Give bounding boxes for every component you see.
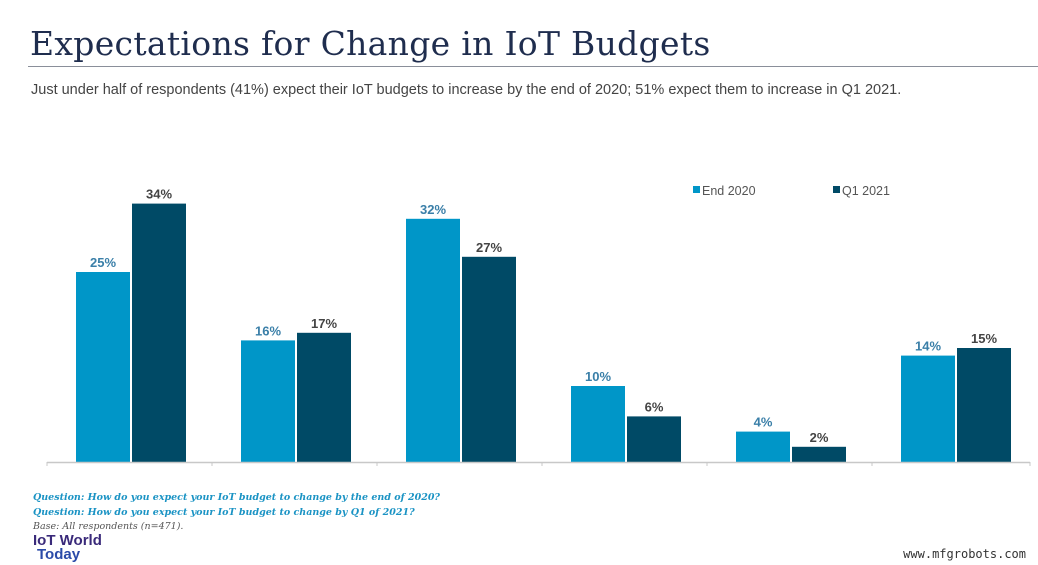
legend-swatch: [833, 186, 840, 193]
bar-end-2020: [76, 272, 130, 462]
data-label: 34%: [146, 187, 172, 202]
data-label: 15%: [971, 331, 997, 346]
page-title: Expectations for Change in IoT Budgets: [30, 24, 711, 63]
data-label: 32%: [420, 202, 446, 217]
question-1: Question: How do you expect your IoT bud…: [33, 492, 441, 503]
bar-end-2020: [901, 355, 955, 462]
data-label: 14%: [915, 339, 941, 354]
data-label: 17%: [311, 316, 337, 331]
bar-end-2020: [241, 340, 295, 462]
bar-q1-2021: [462, 256, 516, 462]
bar-end-2020: [406, 218, 460, 462]
iot-world-today-logo: IoT World Today: [33, 532, 102, 563]
base-note: Base: All respondents (n=471).: [33, 521, 184, 532]
legend-label: Q1 2021: [842, 184, 890, 198]
legend-swatch: [693, 186, 700, 193]
bar-q1-2021: [957, 348, 1011, 462]
legend-label: End 2020: [702, 184, 756, 198]
data-label: 16%: [255, 323, 281, 338]
bar-q1-2021: [627, 416, 681, 462]
bar-end-2020: [571, 386, 625, 462]
logo-line-1: IoT World: [33, 532, 102, 549]
bar-q1-2021: [792, 446, 846, 462]
question-2: Question: How do you expect your IoT bud…: [33, 507, 415, 518]
data-label: 6%: [645, 399, 664, 414]
watermark: www.mfgrobots.com: [903, 547, 1026, 561]
logo-line-2: Today: [37, 546, 81, 563]
data-label: 4%: [754, 415, 773, 430]
bar-end-2020: [736, 431, 790, 462]
data-label: 25%: [90, 255, 116, 270]
bar-q1-2021: [297, 332, 351, 462]
data-label: 10%: [585, 369, 611, 384]
title-divider: [28, 66, 1038, 67]
data-label: 2%: [810, 430, 829, 445]
bar-q1-2021: [132, 203, 186, 462]
data-label: 27%: [476, 240, 502, 255]
subtitle: Just under half of respondents (41%) exp…: [31, 82, 902, 98]
